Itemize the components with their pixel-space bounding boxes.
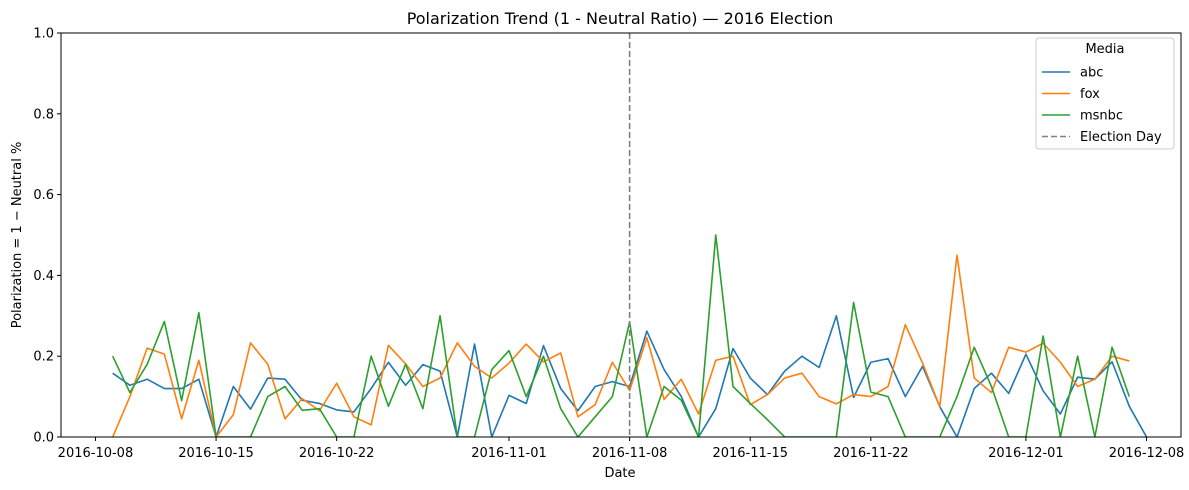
x-axis-ticks: 2016-10-08 2016-10-15 2016-10-22 2016-11-01…: [58, 437, 1185, 461]
y-tick-label: 0.8: [33, 107, 54, 122]
y-tick-label: 0.4: [33, 269, 54, 284]
legend-label: msnbc: [1080, 109, 1123, 124]
legend-label: fox: [1080, 87, 1100, 102]
x-tick-label: 2016-10-22: [299, 446, 375, 461]
plot-area-frame: [60, 32, 1182, 438]
series-line-fox: [111, 254, 1130, 437]
x-tick-label: 2016-12-01: [988, 446, 1064, 461]
series-line-msnbc: [111, 234, 1131, 437]
y-tick-label: 0.6: [33, 188, 54, 203]
legend-label: Election Day: [1080, 130, 1162, 145]
legend-items: abc fox msnbc Election Day: [1042, 66, 1162, 145]
y-tick-label: 0.2: [33, 350, 54, 365]
legend-label: abc: [1080, 66, 1103, 81]
y-tick-label: 1.0: [33, 27, 54, 42]
legend: Media abc fox msnbc Election Day: [1035, 37, 1175, 150]
y-axis-ticks: 0.0 0.2 0.4 0.6 0.8 1.0: [33, 27, 61, 446]
x-tick-label: 2016-11-15: [712, 446, 788, 461]
x-tick-label: 2016-11-01: [471, 446, 547, 461]
series-lines: [111, 33, 1148, 437]
y-tick-label: 0.0: [33, 431, 54, 446]
x-tick-label: 2016-11-08: [592, 446, 668, 461]
legend-box: [1035, 37, 1175, 150]
x-tick-label: 2016-11-22: [833, 446, 909, 461]
legend-title: Media: [1085, 42, 1124, 57]
x-tick-label: 2016-12-08: [1109, 446, 1185, 461]
y-axis-label: Polarization = 1 − Neutral %: [10, 142, 25, 329]
chart-title: Polarization Trend (1 - Neutral Ratio) —…: [407, 9, 834, 28]
x-tick-label: 2016-10-15: [178, 446, 254, 461]
x-axis-label: Date: [604, 466, 635, 481]
x-tick-label: 2016-10-08: [58, 446, 134, 461]
